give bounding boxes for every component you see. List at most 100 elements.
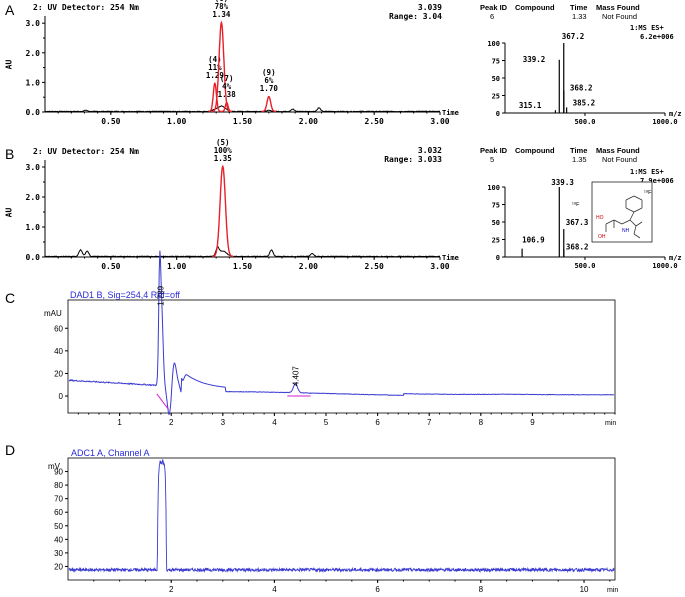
- ms-row-time: 1.33: [572, 12, 587, 21]
- panel-c-x-unit: min: [605, 420, 616, 427]
- structure-bond: [633, 195, 643, 201]
- structure-bond: [629, 219, 637, 227]
- structure-bond: [625, 207, 635, 213]
- structure-atom-label: NH: [622, 228, 630, 234]
- panel-b-ms-y-tick-label: 25: [492, 237, 500, 245]
- panel-a-uv-y-tick-label: 3.0: [26, 19, 41, 28]
- panel-b-uv-y-tick-label: 0.0: [26, 253, 41, 262]
- panel-c-y-tick-label: 40: [54, 347, 63, 356]
- panel-a-uv-peak-label: (7): [220, 74, 234, 83]
- panel-b-ms-peak-label: 339.3: [551, 178, 574, 187]
- panel-d-x-tick-label: 6: [375, 585, 380, 594]
- ms-header-peak-id: Peak ID: [480, 3, 508, 12]
- panel-a-ms-x-tick-label: 500.0: [574, 118, 595, 126]
- ms-header-mass-found: Mass Found: [596, 3, 640, 12]
- panel-a-uv-peak-percent: 78%: [215, 2, 229, 11]
- structure-atom-label: ¹⁸F: [644, 189, 652, 196]
- panel-d-y-tick-label: 90: [54, 468, 63, 477]
- panel-a-ms-peak-label: 315.1: [519, 101, 542, 110]
- panel-letter-d: D: [5, 442, 16, 458]
- panel-a-uv-y-tick-label: 1.0: [26, 78, 41, 87]
- panel-b-ms-tag: 1:MS ES+: [630, 168, 664, 176]
- panel-a-uv-x-tick-label: 1.50: [233, 117, 252, 126]
- panel-a-uv-x-axis-label: Time: [442, 109, 459, 117]
- panel-a-uv-y-tick-label: 0.0: [26, 108, 41, 117]
- panel-a-uv-peak-label: (6): [215, 0, 229, 3]
- panel-b-uv-x-tick-label: 1.50: [233, 262, 252, 271]
- panel-c-title: DAD1 B, Sig=254,4 Ref=off: [70, 290, 180, 300]
- panel-a-uv-peak-rt: 1.29: [206, 71, 225, 80]
- panel-a-uv-peak-rt: 1.34: [212, 10, 231, 19]
- ms-row-peak-id: 5: [490, 155, 495, 164]
- panel-b-uv-y-tick-label: 1.0: [26, 223, 41, 232]
- panel-d-y-tick-label: 30: [54, 549, 63, 558]
- ms-row-time: 1.35: [572, 155, 587, 164]
- panel-d-x-tick-label: 10: [580, 585, 589, 594]
- ms-row-peak-id: 6: [490, 12, 495, 21]
- structure-atom-label: OH: [598, 234, 606, 240]
- panel-a-ms-peak-label: 339.2: [523, 55, 546, 64]
- structure-frame: [591, 181, 653, 243]
- panel-a-ms-y-tick-label: 50: [492, 75, 500, 83]
- ms-header-time: Time: [570, 3, 588, 12]
- panel-b-ms-y-tick-label: 50: [492, 219, 500, 227]
- structure-bond: [629, 211, 635, 221]
- panel-b-uv-x-tick-label: 1.00: [167, 262, 186, 271]
- panel-d-y-tick-label: 60: [54, 508, 63, 517]
- panel-a-uv-x-tick-label: 2.50: [365, 117, 384, 126]
- panel-b-ms-intensity: 7.9e+006: [640, 177, 674, 185]
- panel-b-ms-peak-label: 106.9: [522, 236, 545, 245]
- panel-a-uv-peak-3: [261, 95, 277, 113]
- panel-d-y-tick-label: 40: [54, 535, 63, 544]
- panel-d-y-tick-label: 20: [54, 562, 63, 571]
- panel-a-ms-peak-label: 385.2: [573, 98, 596, 107]
- panel-a-uv-x-tick-label: 3.00: [430, 117, 449, 126]
- panel-b-ms-peak-label: 367.3: [566, 218, 589, 227]
- panel-a-uv-peak-percent: 11%: [208, 63, 222, 72]
- panel-c-plot-frame: [67, 299, 616, 414]
- panel-a-uv-peak-rt: 1.70: [260, 84, 279, 93]
- panel-d-x-tick-label: 8: [479, 585, 484, 594]
- panel-b-ms-y-tick-label: 100: [487, 184, 500, 192]
- panel-d-x-tick-label: 2: [169, 585, 174, 594]
- panel-b-uv-x-tick-label: 2.50: [365, 262, 384, 271]
- ms-header-time: Time: [570, 146, 588, 155]
- panel-d-y-tick-label: 70: [54, 495, 63, 504]
- panel-d-y-tick-label: 50: [54, 522, 63, 531]
- panel-a-uv-y-tick-label: 2.0: [26, 49, 41, 58]
- structure-bond: [633, 225, 637, 235]
- panel-a-uv-baseline-trace: [45, 105, 441, 113]
- panel-a-range: Range: 3.04: [389, 12, 442, 21]
- panel-c-yunit: mAU: [44, 309, 62, 318]
- ms-header-compound: Compound: [515, 146, 555, 155]
- panel-c-x-tick-label: 9: [530, 418, 535, 427]
- structure-bond: [633, 207, 643, 213]
- panel-b-uv-x-tick-label: 2.00: [299, 262, 318, 271]
- panel-c-y-tick-label: 0: [59, 392, 64, 401]
- panel-a-ms-y-tick-label: 75: [492, 58, 500, 66]
- panel-a-ms-x-axis-label: m/z: [669, 110, 682, 118]
- panel-b-uv-x-tick-label: 0.50: [101, 262, 120, 271]
- panel-a-ms-peak-label: 368.2: [570, 84, 593, 93]
- ms-header-mass-found: Mass Found: [596, 146, 640, 155]
- panel-a-ms-y-tick-label: 100: [487, 40, 500, 48]
- panel-a-uv-peak-1: [212, 20, 231, 113]
- panel-d-trace: [68, 458, 615, 574]
- panel-b-ms-x-axis-label: m/z: [669, 254, 682, 262]
- panel-a-uv-peak-label: (9): [262, 68, 276, 77]
- panel-b-ms-y-tick-label: 0: [496, 254, 500, 262]
- structure-bond: [633, 233, 641, 239]
- panel-c-trace: [68, 250, 615, 416]
- panel-c-peak-label: 1.789: [156, 285, 165, 306]
- panel-b-ms-peak-label: 368.2: [566, 242, 589, 251]
- structure-bond: [621, 219, 631, 225]
- panel-a-uv-peak-0: [208, 82, 222, 113]
- panel-a-uv-peak-percent: 6%: [264, 76, 274, 85]
- panel-a-uv-x-tick-label: 1.00: [167, 117, 186, 126]
- panel-b-uv-x-tick-label: 3.00: [430, 262, 449, 271]
- panel-c-x-tick-label: 3: [221, 418, 226, 427]
- panel-c-y-tick-label: 20: [54, 369, 63, 378]
- panel-a-detector-label: 2: UV Detector: 254 Nm: [33, 3, 139, 12]
- panel-a-top-value: 3.039: [417, 3, 442, 12]
